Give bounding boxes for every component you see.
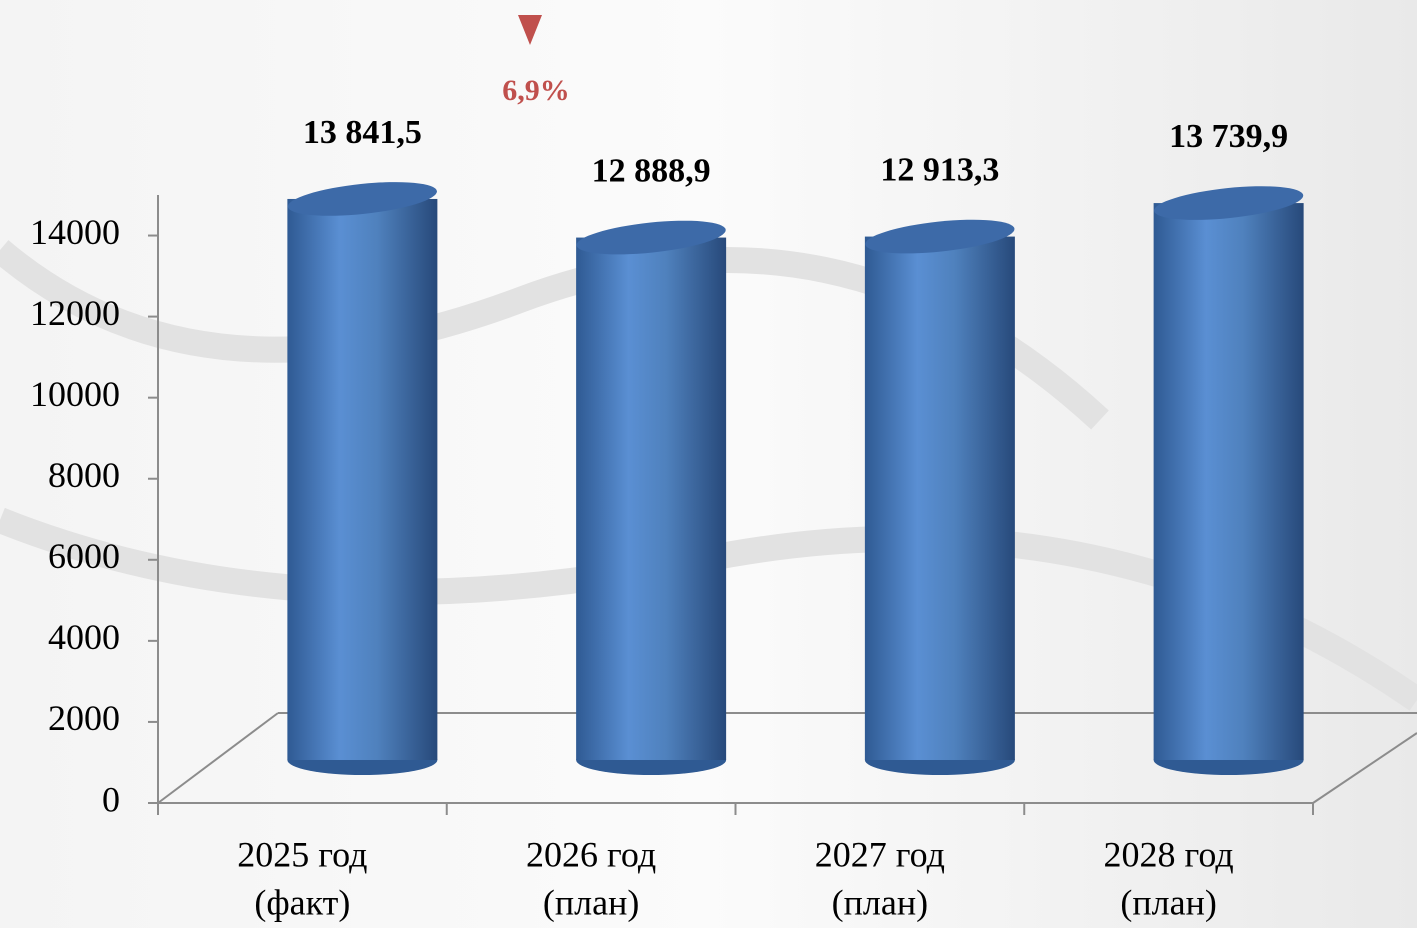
bar [287, 199, 437, 760]
annotation: 6,9% [502, 74, 570, 107]
y-tick-label: 12000 [30, 293, 120, 333]
chart: 6,9% 0 2000 4000 6000 8000 10000 12000 14000 202… [0, 0, 1417, 928]
y-tick-label: 2000 [48, 698, 120, 738]
value-label: 12 888,9 [592, 152, 711, 189]
x-tick-label: 2025 год [237, 834, 367, 874]
x-tick-label: 2028 год [1104, 834, 1234, 874]
y-tick-label: 8000 [48, 455, 120, 495]
x-tick-label: (план) [543, 882, 639, 922]
y-tick-label: 10000 [30, 374, 120, 414]
bar [865, 237, 1015, 760]
y-tick-label: 14000 [30, 212, 120, 252]
x-tick-label: (план) [1120, 882, 1216, 922]
y-tick-label: 6000 [48, 536, 120, 576]
value-label: 12 913,3 [880, 151, 999, 188]
bar [1154, 203, 1304, 760]
value-label: 13 739,9 [1169, 118, 1288, 155]
bar [576, 238, 726, 760]
x-tick-label: 2027 год [815, 834, 945, 874]
x-tick-label: (факт) [254, 882, 350, 922]
y-tick-label: 0 [102, 779, 120, 819]
value-label: 13 841,5 [303, 114, 422, 151]
y-tick-label: 4000 [48, 617, 120, 657]
x-tick-label: (план) [832, 882, 928, 922]
x-tick-label: 2026 год [526, 834, 656, 874]
page: 6,9% 0 2000 4000 6000 8000 10000 12000 14000 202… [0, 0, 1417, 928]
